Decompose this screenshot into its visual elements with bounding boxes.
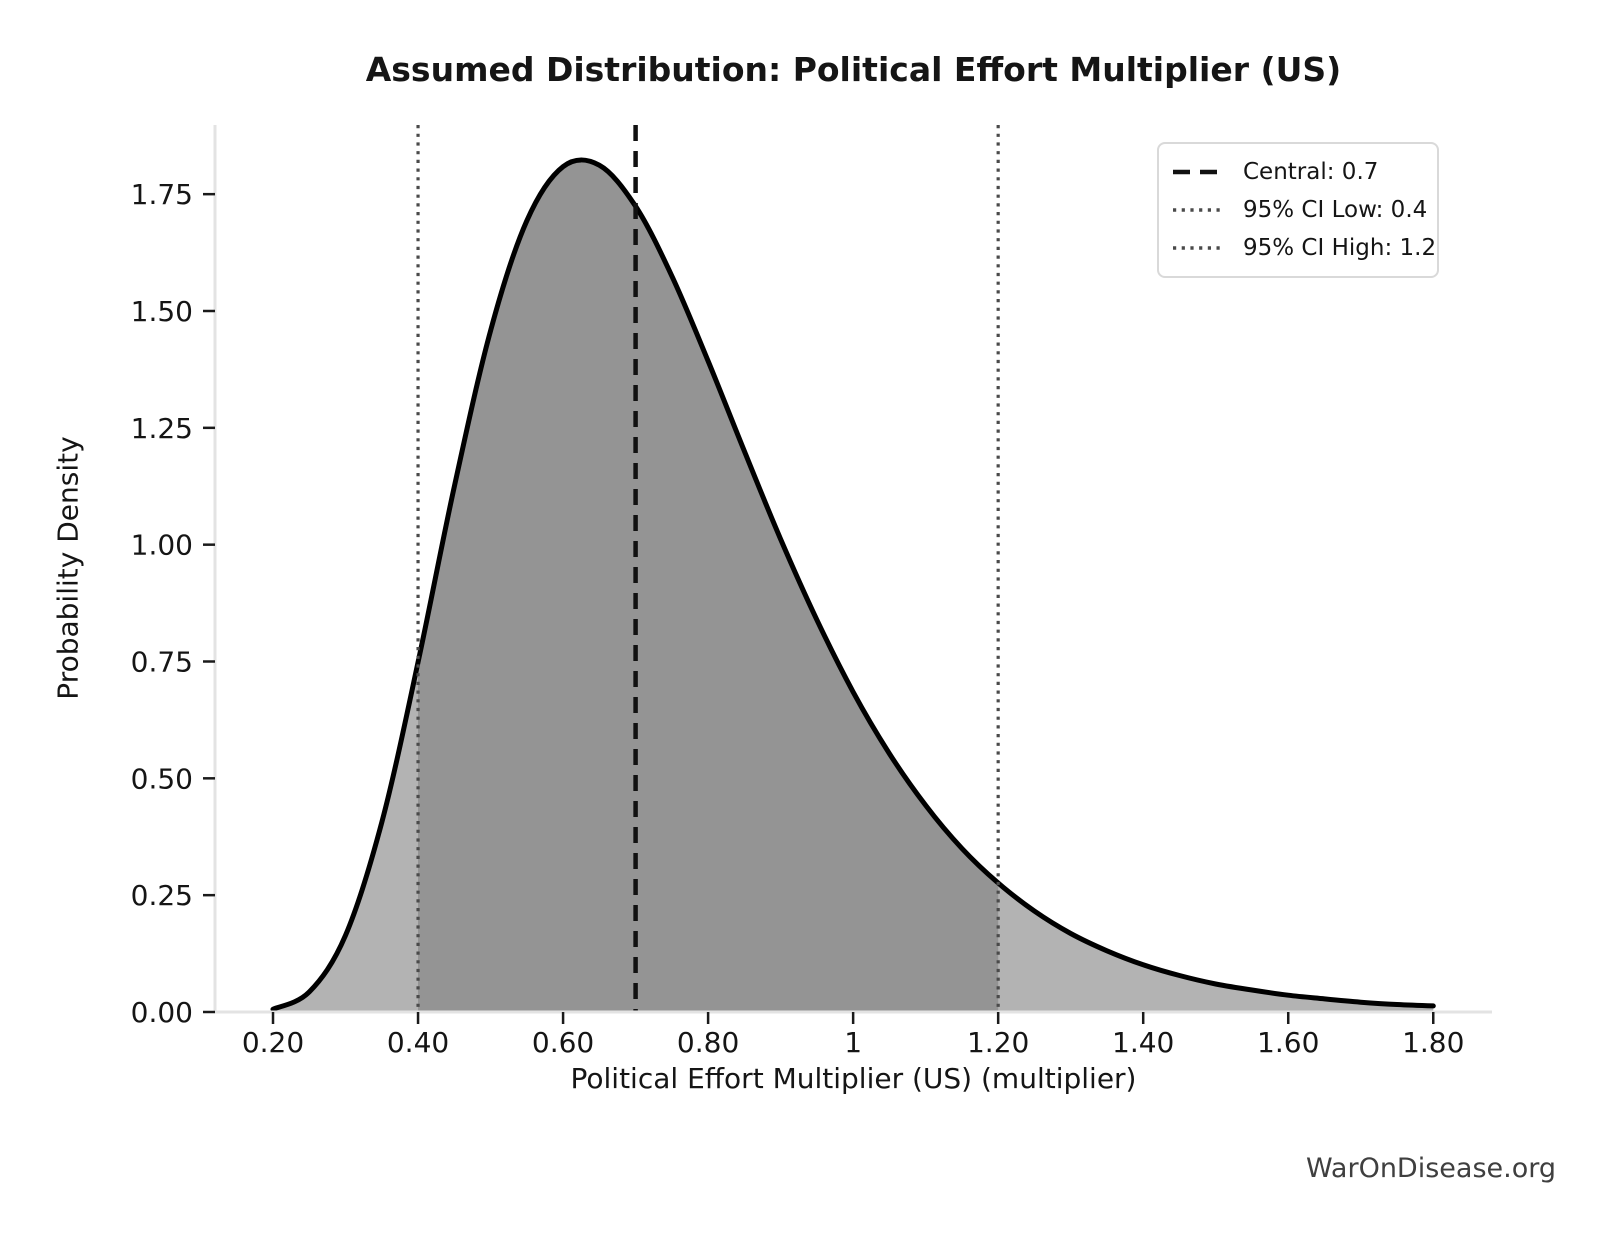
legend: Central: 0.7 95% CI Low: 0.4 95% CI High: … xyxy=(1157,142,1439,278)
legend-item: 95% CI Low: 0.4 xyxy=(1173,191,1427,229)
legend-label: 95% CI High: 1.2 xyxy=(1243,235,1437,261)
density-curve xyxy=(270,157,1436,1012)
y-tick-label: 1.75 xyxy=(131,178,193,211)
legend-item: Central: 0.7 xyxy=(1173,153,1423,191)
y-tick-label: 1.25 xyxy=(131,412,193,445)
watermark: WarOnDisease.org xyxy=(1305,1153,1556,1184)
y-tick-label: 0.50 xyxy=(131,762,193,795)
legend-item: 95% CI High: 1.2 xyxy=(1173,229,1436,267)
legend-label: Central: 0.7 xyxy=(1243,159,1379,185)
x-tick-label: 1 xyxy=(844,1026,862,1059)
x-tick-label: 1.20 xyxy=(967,1026,1029,1059)
x-tick-label: 0.20 xyxy=(242,1026,304,1059)
x-tick-label: 1.80 xyxy=(1402,1026,1464,1059)
y-tick-label: 0.25 xyxy=(131,879,193,912)
x-tick-label: 0.60 xyxy=(532,1026,594,1059)
x-tick-label: 1.60 xyxy=(1257,1026,1319,1059)
x-axis-label: Political Effort Multiplier (US) (multip… xyxy=(570,1062,1137,1095)
y-axis-label: Probability Density xyxy=(51,436,85,700)
y-tick-label: 0.00 xyxy=(131,996,193,1029)
x-tick-label: 0.80 xyxy=(677,1026,739,1059)
y-tick-label: 0.75 xyxy=(131,645,193,678)
x-tick-label: 1.40 xyxy=(1112,1026,1174,1059)
ci-fill xyxy=(418,159,999,1012)
x-tick-label: 0.40 xyxy=(387,1026,449,1059)
dashed-line-icon xyxy=(1173,169,1225,175)
y-tick-label: 1.00 xyxy=(131,529,193,562)
y-tick-label: 1.50 xyxy=(131,295,193,328)
legend-label: 95% CI Low: 0.4 xyxy=(1243,197,1428,223)
dotted-line-icon xyxy=(1173,208,1225,212)
dotted-line-icon xyxy=(1173,246,1225,250)
chart-title: Assumed Distribution: Political Effort M… xyxy=(365,50,1342,89)
